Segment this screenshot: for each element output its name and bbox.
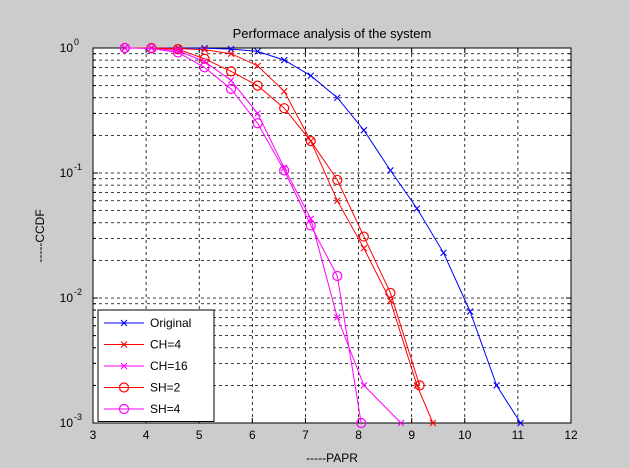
data-point bbox=[227, 50, 235, 58]
x-tick-label: 4 bbox=[143, 428, 150, 442]
data-point bbox=[429, 419, 437, 427]
legend-label: SH=2 bbox=[150, 381, 181, 395]
x-tick-labels: 3 4 5 6 7 8 9 10 11 12 bbox=[90, 428, 578, 442]
legend-label: SH=4 bbox=[150, 402, 181, 416]
legend-label: CH=16 bbox=[150, 359, 188, 373]
data-point bbox=[225, 83, 237, 95]
x-tick-label: 7 bbox=[302, 428, 309, 442]
axes-box bbox=[92, 47, 572, 424]
data-point bbox=[360, 381, 368, 389]
data-point bbox=[121, 44, 129, 52]
data-point bbox=[414, 380, 425, 391]
data-point bbox=[356, 417, 367, 429]
series-sh-4 bbox=[119, 42, 367, 429]
data-point bbox=[199, 62, 210, 73]
y-tick-label: 10 bbox=[60, 416, 74, 430]
legend-entry: CH=4 bbox=[104, 338, 181, 352]
x-tick-label: 11 bbox=[512, 428, 525, 442]
legend-marker bbox=[120, 341, 128, 348]
x-tick-label: 5 bbox=[196, 428, 203, 442]
y-tick-label: 10 bbox=[60, 291, 74, 305]
y-tick-label: 10 bbox=[60, 41, 74, 55]
legend-marker bbox=[120, 362, 128, 370]
data-point bbox=[517, 419, 524, 427]
legend-entry: SH=4 bbox=[104, 402, 181, 416]
data-point bbox=[385, 287, 396, 298]
legend-marker bbox=[118, 403, 130, 415]
data-point bbox=[279, 103, 290, 114]
tick-marks bbox=[92, 47, 572, 424]
legend-label: CH=4 bbox=[150, 338, 181, 352]
data-point bbox=[172, 43, 184, 55]
legend-label: Original bbox=[150, 316, 191, 330]
data-point bbox=[387, 166, 394, 174]
x-tick-label: 10 bbox=[458, 428, 472, 442]
data-point bbox=[333, 197, 341, 205]
data-point bbox=[305, 135, 316, 147]
data-point bbox=[397, 419, 405, 427]
data-point bbox=[358, 231, 369, 242]
y-tick-exponent: -1 bbox=[74, 162, 82, 172]
x-tick-label: 8 bbox=[355, 428, 362, 442]
data-point bbox=[493, 381, 501, 389]
legend-marker bbox=[118, 382, 130, 393]
data-point bbox=[466, 308, 474, 315]
data-point bbox=[279, 165, 290, 176]
data-point bbox=[119, 42, 130, 54]
series-original bbox=[121, 44, 524, 427]
data-point bbox=[225, 66, 237, 77]
y-tick-exponent: -2 bbox=[74, 287, 82, 297]
legend-entry: SH=2 bbox=[104, 381, 181, 395]
legend-entry: CH=16 bbox=[104, 359, 188, 373]
y-tick-label: 10 bbox=[60, 166, 74, 180]
data-point bbox=[413, 205, 421, 212]
series-line bbox=[124, 47, 521, 424]
data-point bbox=[332, 270, 343, 282]
data-point bbox=[333, 313, 341, 321]
x-axis-label: -----PAPR bbox=[306, 451, 358, 465]
data-point bbox=[280, 87, 288, 95]
x-tick-label: 9 bbox=[408, 428, 415, 442]
data-point bbox=[332, 174, 343, 186]
data-point bbox=[360, 244, 368, 252]
y-tick-exponent: 0 bbox=[74, 37, 79, 47]
legend-marker bbox=[120, 319, 128, 327]
data-point bbox=[254, 47, 262, 55]
data-point bbox=[305, 220, 316, 231]
data-point bbox=[360, 126, 368, 134]
data-point bbox=[227, 77, 235, 84]
data-series bbox=[119, 42, 524, 429]
x-tick-label: 6 bbox=[249, 428, 256, 442]
chart-title: Performace analysis of the system bbox=[233, 26, 432, 41]
data-point bbox=[252, 118, 263, 129]
data-point bbox=[440, 249, 447, 257]
data-point bbox=[333, 94, 341, 102]
x-tick-label: 12 bbox=[564, 428, 578, 442]
y-tick-exponent: -3 bbox=[74, 412, 82, 422]
series-line bbox=[124, 47, 362, 424]
legend: Original CH=4 CH=16 SH=2 SH=4 bbox=[97, 309, 215, 422]
data-point bbox=[252, 80, 263, 91]
data-point bbox=[254, 62, 262, 70]
data-point bbox=[307, 72, 315, 80]
x-tick-label: 3 bbox=[90, 428, 97, 442]
y-axis-label: -----CCDF bbox=[33, 209, 47, 262]
data-point bbox=[172, 47, 184, 58]
data-point bbox=[201, 46, 208, 54]
data-point bbox=[280, 56, 288, 64]
legend-entry: Original bbox=[104, 316, 191, 330]
data-point bbox=[254, 109, 262, 117]
data-point bbox=[146, 43, 157, 54]
axes-frame bbox=[92, 47, 572, 424]
